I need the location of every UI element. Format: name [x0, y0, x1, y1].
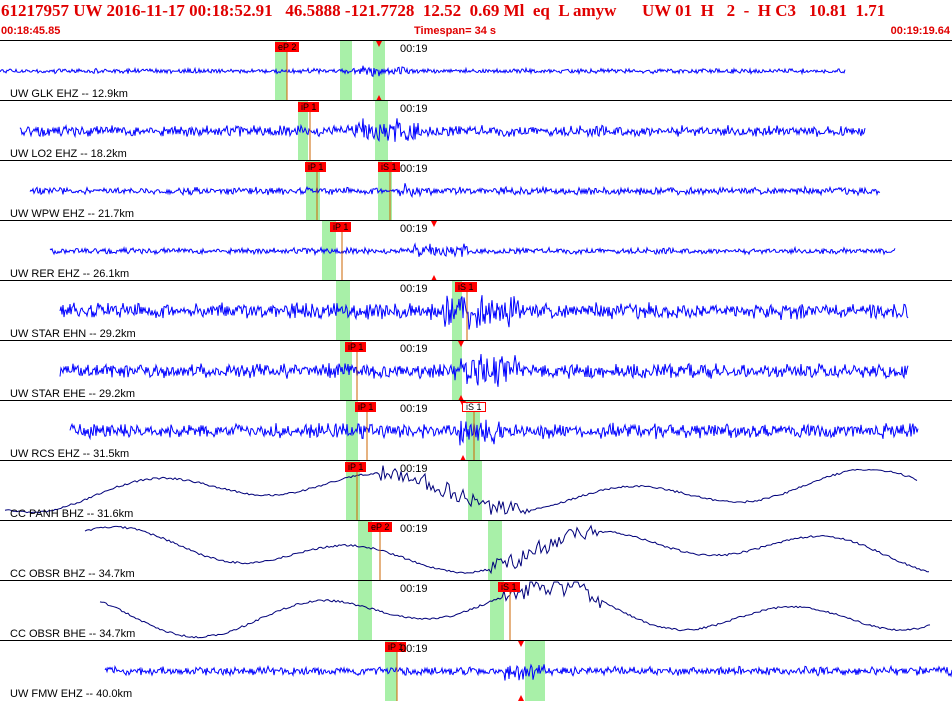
pick-window-band: [488, 521, 502, 581]
event-header: 61217957 UW 2016-11-17 00:18:52.91 46.58…: [0, 0, 952, 40]
time-tick-label: 00:19: [400, 343, 428, 355]
pick-flag[interactable]: iP 1: [345, 342, 367, 352]
pick-window-band: [373, 41, 385, 101]
pick-flag[interactable]: iP 1: [330, 222, 352, 232]
time-tick-label: 00:19: [400, 403, 428, 415]
pick-flag[interactable]: iP 1: [355, 402, 377, 412]
pick-window-band: [358, 521, 372, 581]
trace-panel[interactable]: eP 2 00:19 UW GLK EHZ -- 12.9km: [0, 40, 952, 101]
pick-window-band: [490, 581, 504, 641]
station-label: CC PANH BHZ -- 31.6km: [10, 508, 134, 520]
arrival-triangle-marker: [431, 221, 437, 227]
timespan-label: Timespan= 34 s: [414, 25, 497, 37]
station-label: UW GLK EHZ -- 12.9km: [10, 88, 128, 100]
waveform-trace: [104, 663, 952, 681]
waveform-trace: [59, 353, 909, 387]
window-end-time: 00:19:19.64: [890, 25, 950, 37]
station-label: CC OBSR BHZ -- 34.7km: [10, 568, 135, 580]
pick-flag[interactable]: eP 2: [368, 522, 393, 532]
station-label: CC OBSR BHE -- 34.7km: [10, 628, 136, 640]
time-tick-label: 00:19: [400, 223, 428, 235]
seismogram-panels: eP 2 00:19 UW GLK EHZ -- 12.9km iP 1 00:19 UW…: [0, 40, 952, 701]
pick-flag[interactable]: eP 2: [275, 42, 300, 52]
arrival-triangle-marker: [376, 41, 382, 47]
station-label: UW RCS EHZ -- 31.5km: [10, 448, 130, 460]
time-tick-label: 00:19: [400, 583, 428, 595]
waveform-plot: [104, 641, 952, 701]
station-label: UW RER EHZ -- 26.1km: [10, 268, 130, 280]
time-tick-label: 00:19: [400, 283, 428, 295]
waveform-plot: [0, 41, 846, 101]
pick-flag[interactable]: iS 1: [378, 162, 400, 172]
station-label: UW FMW EHZ -- 40.0km: [10, 688, 133, 700]
waveform-trace: [99, 581, 931, 639]
waveform-trace: [19, 118, 866, 143]
arrival-triangle-marker: [460, 455, 466, 461]
trace-panel[interactable]: iP 1 iS 1 00:19 UW WPW EHZ -- 21.7km: [0, 160, 952, 221]
waveform-plot: [69, 401, 919, 461]
trace-panel[interactable]: iP 1 00:19 CC PANH BHZ -- 31.6km: [0, 460, 952, 521]
waveform-plot: [59, 281, 909, 341]
arrival-triangle-marker: [518, 695, 524, 701]
waveform-trace: [0, 65, 846, 78]
pick-flag[interactable]: iS 1: [462, 402, 486, 412]
trace-panel[interactable]: eP 2 00:19 CC OBSR BHZ -- 34.7km: [0, 520, 952, 581]
waveform-trace: [84, 524, 930, 575]
pick-window-band: [385, 641, 397, 701]
time-tick-label: 00:19: [400, 163, 428, 175]
time-tick-label: 00:19: [400, 103, 428, 115]
arrival-triangle-marker: [376, 95, 382, 101]
waveform-plot: [84, 521, 930, 581]
waveform-plot: [99, 581, 931, 641]
event-summary: 61217957 UW 2016-11-17 00:18:52.91 46.58…: [1, 1, 886, 20]
pick-window-band: [452, 281, 462, 341]
arrival-triangle-marker: [518, 641, 524, 647]
station-label: UW LO2 EHZ -- 18.2km: [10, 148, 127, 160]
trace-panel[interactable]: iP 1 00:19 UW FMW EHZ -- 40.0km: [0, 640, 952, 701]
station-label: UW STAR EHE -- 29.2km: [10, 388, 136, 400]
pick-flag[interactable]: iP 1: [345, 462, 367, 472]
trace-panel[interactable]: iS 1 00:19 CC OBSR BHE -- 34.7km: [0, 580, 952, 641]
station-label: UW STAR EHN -- 29.2km: [10, 328, 136, 340]
pick-flag[interactable]: iP 1: [385, 642, 407, 652]
pick-window-band: [468, 461, 482, 521]
time-tick-label: 00:19: [400, 463, 428, 475]
arrival-triangle-marker: [458, 395, 464, 401]
arrival-triangle-marker: [458, 341, 464, 347]
pick-window-band: [322, 221, 336, 281]
trace-panel[interactable]: iS 1 00:19 UW STAR EHN -- 29.2km: [0, 280, 952, 341]
waveform-plot: [49, 221, 896, 281]
pick-window-band: [358, 581, 372, 641]
time-tick-label: 00:19: [400, 523, 428, 535]
trace-panel[interactable]: iP 1 iS 1 00:19 UW RCS EHZ -- 31.5km: [0, 400, 952, 461]
waveform-plot: [19, 101, 866, 161]
pick-flag[interactable]: iS 1: [455, 282, 477, 292]
window-start-time: 00:18:45.85: [1, 25, 61, 37]
trace-panel[interactable]: iP 1 00:19 UW RER EHZ -- 26.1km: [0, 220, 952, 281]
time-tick-label: 00:19: [400, 643, 428, 655]
arrival-triangle-marker: [431, 275, 437, 281]
trace-panel[interactable]: iP 1 00:19 UW STAR EHE -- 29.2km: [0, 340, 952, 401]
waveform-trace: [49, 242, 896, 258]
pick-flag[interactable]: iP 1: [305, 162, 327, 172]
pick-window-band: [340, 341, 352, 401]
waveform-trace: [59, 295, 909, 330]
waveform-trace: [69, 419, 919, 446]
waveform-plot: [59, 341, 909, 401]
trace-panel[interactable]: iP 1 00:19 UW LO2 EHZ -- 18.2km: [0, 100, 952, 161]
waveform-plot: [29, 161, 881, 221]
waveform-plot: [4, 461, 918, 521]
station-label: UW WPW EHZ -- 21.7km: [10, 208, 135, 220]
pick-flag[interactable]: iP 1: [298, 102, 320, 112]
time-tick-label: 00:19: [400, 43, 428, 55]
pick-flag[interactable]: iS 1: [498, 582, 520, 592]
waveform-trace: [29, 183, 881, 198]
waveform-trace: [4, 465, 918, 515]
